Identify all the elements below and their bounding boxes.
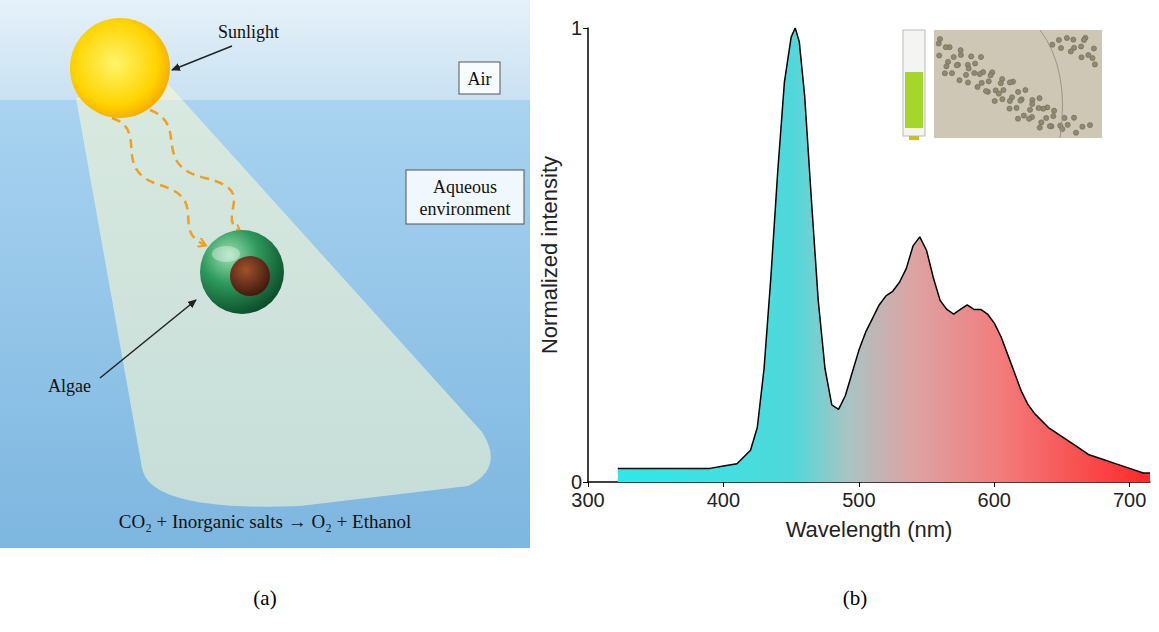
svg-text:Algae: Algae — [48, 376, 91, 396]
svg-text:500: 500 — [842, 489, 875, 511]
svg-text:700: 700 — [1113, 489, 1146, 511]
svg-text:Aqueous: Aqueous — [433, 177, 497, 197]
svg-text:300: 300 — [571, 489, 604, 511]
svg-text:Air: Air — [468, 69, 492, 89]
svg-text:0: 0 — [570, 471, 582, 493]
svg-text:Normalized intensity: Normalized intensity — [537, 156, 562, 354]
svg-text:Wavelength (nm): Wavelength (nm) — [786, 517, 953, 542]
svg-text:600: 600 — [978, 489, 1011, 511]
html-text:(a): (a) — [253, 586, 277, 610]
svg-text:400: 400 — [707, 489, 740, 511]
svg-text:environment: environment — [420, 199, 511, 219]
svg-text:1: 1 — [571, 17, 582, 39]
svg-text:CO₂ + Inorganic salts → O₂ + E: CO₂ + Inorganic salts → O₂ + Ethanol — [119, 511, 411, 532]
svg-text:Sunlight: Sunlight — [218, 22, 279, 42]
html-text:(b): (b) — [842, 586, 868, 610]
